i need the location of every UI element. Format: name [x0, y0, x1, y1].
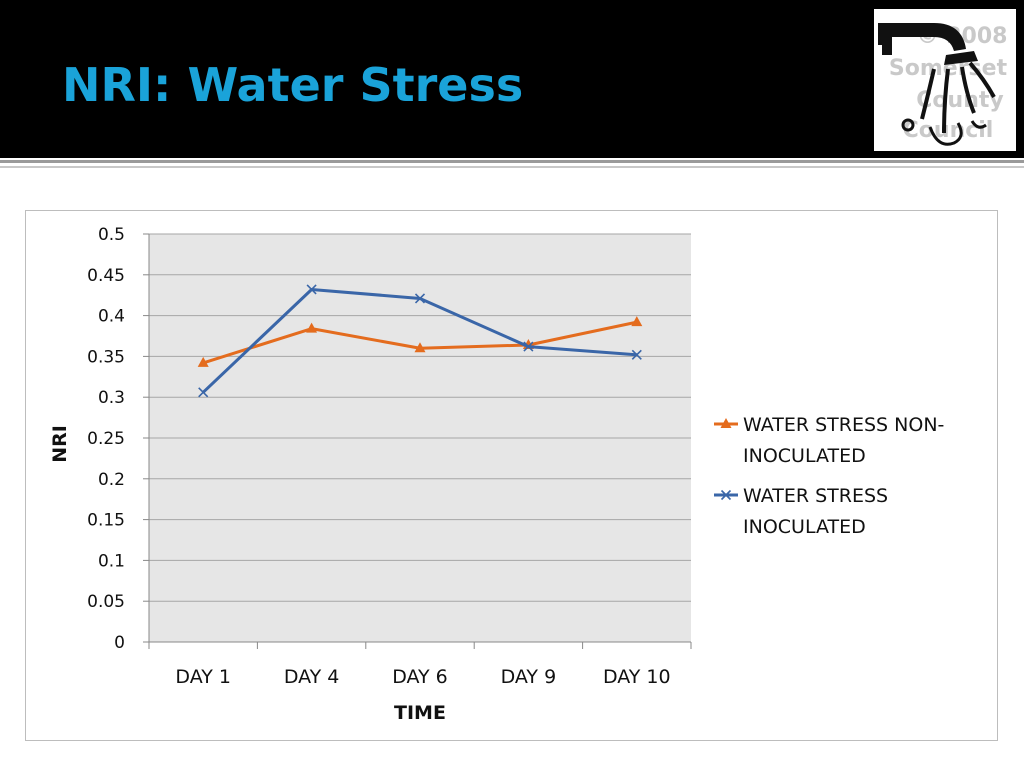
y-tick-label: 0.45 [87, 266, 125, 286]
series-1-point [414, 342, 426, 353]
y-tick-label: 0.3 [98, 388, 125, 408]
title-bar: NRI: Water Stress © 2008 Somerset County… [0, 0, 1024, 158]
y-tick-label: 0.2 [98, 470, 125, 490]
x-tick-label: DAY 10 [603, 666, 671, 688]
y-tick-label: 0 [114, 633, 125, 653]
title-divider-thin [0, 166, 1024, 168]
series-2-point [198, 387, 209, 398]
faucet-icon: © 2008 Somerset County Council [878, 23, 1008, 146]
y-tick-label: 0.05 [87, 592, 125, 612]
legend-label: WATER STRESS [743, 485, 888, 507]
logo-watermark-text: © 2008 Somerset County Council [889, 24, 1008, 143]
y-tick-label: 0.4 [98, 307, 125, 327]
legend-label: WATER STRESS NON- [743, 414, 944, 436]
series-1-point [197, 356, 209, 367]
chart-frame: 0 0.05 0.1 0.15 0.2 0.25 0.3 0.35 0.4 0.45 0.5 DAY … [25, 210, 998, 741]
x-tick-label: DAY 1 [175, 666, 231, 688]
legend-label: INOCULATED [743, 445, 866, 467]
legend-label: INOCULATED [743, 516, 866, 538]
legend-marker [720, 418, 732, 428]
x-tick-label: DAY 6 [392, 666, 448, 688]
y-tick-label: 0.35 [87, 347, 125, 367]
series-2-point [414, 293, 426, 304]
series-1-point [631, 316, 643, 327]
y-tick-label: 0.5 [98, 225, 125, 245]
faucet-logo: © 2008 Somerset County Council [874, 9, 1016, 151]
x-axis-title: TIME [394, 702, 446, 724]
y-axis-title: NRI [49, 425, 71, 463]
y-tick-label: 0.25 [87, 429, 125, 449]
x-tick-label: DAY 4 [284, 666, 340, 688]
y-tick-label: 0.15 [87, 511, 125, 531]
series-2-point [523, 341, 534, 352]
series-2-point [306, 284, 317, 295]
y-tick-label: 0.1 [98, 551, 125, 571]
series-2-point [631, 349, 642, 360]
series-1-point [306, 322, 318, 333]
legend-marker [720, 489, 732, 501]
svg-text:Council: Council [903, 118, 994, 143]
line-chart: 0 0.05 0.1 0.15 0.2 0.25 0.3 0.35 0.4 0.45 0.5 DAY … [49, 225, 944, 724]
x-tick-label: DAY 9 [501, 666, 557, 688]
slide-title: NRI: Water Stress [62, 58, 524, 112]
title-divider [0, 160, 1024, 163]
